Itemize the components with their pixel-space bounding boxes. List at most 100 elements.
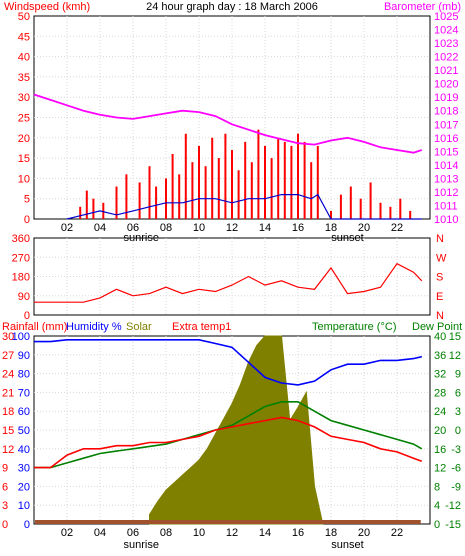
baro-y-tick: 1024: [434, 25, 458, 37]
baro-y-tick: 1022: [434, 52, 458, 64]
x-tick-label: 02: [61, 222, 73, 234]
humidity-y-tick: 30: [18, 463, 30, 475]
windspeed-label: Windspeed (kmh): [4, 1, 90, 13]
x-tick-label: 06: [127, 222, 139, 234]
baro-y-tick: 1011: [434, 200, 458, 212]
baro-y-tick: 1010: [434, 214, 458, 226]
x-tick-label: 12: [226, 222, 238, 234]
wind-y-tick: 10: [18, 173, 30, 185]
direction-line: [34, 262, 423, 303]
dew-y-tick: -9: [451, 481, 461, 493]
solar-label: Solar: [126, 321, 152, 333]
humidity-y-tick: 70: [18, 387, 30, 399]
x-tick-label: 08: [160, 222, 172, 234]
wind-y-tick: 0: [24, 214, 30, 226]
dew-y-tick: -12: [445, 500, 461, 512]
rain-y-tick: 0: [2, 519, 8, 531]
sunset-label: sunset: [331, 232, 363, 244]
x-tick-label: 06: [127, 527, 139, 539]
dew-y-tick: 6: [455, 387, 461, 399]
x-tick-label: 20: [358, 527, 370, 539]
temp-y-tick: 24: [434, 406, 446, 418]
dew-y-tick: 9: [455, 369, 461, 381]
temperature-label: Temperature (°C): [312, 321, 396, 333]
wind-y-tick: 40: [18, 52, 30, 64]
x-tick-label: 14: [259, 222, 271, 234]
sunrise-label: sunrise: [124, 539, 159, 551]
baro-y-tick: 1017: [434, 119, 458, 131]
compass-tick: N: [436, 310, 444, 322]
dir-y-tick: 90: [18, 291, 30, 303]
compass-tick: W: [436, 252, 447, 264]
rain-y-tick: 27: [2, 350, 14, 362]
humidity-y-tick: 90: [18, 350, 30, 362]
baro-y-tick: 1014: [434, 160, 458, 172]
dew-y-tick: 12: [449, 350, 461, 362]
dew-y-tick: -15: [445, 519, 461, 531]
dew-y-tick: 15: [449, 331, 461, 343]
x-tick-label: 10: [193, 527, 205, 539]
dew-y-tick: 3: [455, 406, 461, 418]
x-tick-label: 04: [94, 222, 106, 234]
sunrise-label: sunrise: [124, 232, 159, 244]
x-tick-label: 18: [325, 527, 337, 539]
dew-y-tick: 0: [455, 425, 461, 437]
x-tick-label: 10: [193, 222, 205, 234]
temp-y-tick: 0: [434, 519, 440, 531]
barometer-label: Barometer (mb): [384, 1, 461, 13]
temp-y-tick: 36: [434, 350, 446, 362]
chart-title: 24 hour graph day : 18 March 2006: [146, 1, 318, 13]
rain-bar: [35, 520, 421, 524]
baro-y-tick: 1018: [434, 106, 458, 118]
x-tick-label: 22: [391, 222, 403, 234]
temp-y-tick: 20: [434, 425, 446, 437]
wind-y-tick: 30: [18, 92, 30, 104]
compass-tick: N: [436, 233, 444, 245]
temp-y-tick: 32: [434, 369, 446, 381]
humidity-y-tick: 100: [12, 331, 30, 343]
gust-line: [66, 193, 422, 220]
temp-y-tick: 12: [434, 463, 446, 475]
dir-y-tick: 0: [24, 310, 30, 322]
rain-y-tick: 12: [2, 444, 14, 456]
x-tick-label: 02: [61, 527, 73, 539]
rain-y-tick: 6: [2, 481, 8, 493]
dir-y-tick: 270: [12, 252, 30, 264]
humidity-y-tick: 50: [18, 425, 30, 437]
temp-y-tick: 28: [434, 387, 446, 399]
rain-y-tick: 3: [2, 500, 8, 512]
temperature-line: [34, 400, 423, 469]
dew-point-label: Dew Point: [412, 321, 462, 333]
temp-y-tick: 8: [434, 481, 440, 493]
humidity-y-tick: 60: [18, 406, 30, 418]
dir-y-tick: 360: [12, 233, 30, 245]
compass-tick: E: [436, 291, 443, 303]
temp-y-tick: 40: [434, 331, 446, 343]
x-tick-label: 22: [391, 527, 403, 539]
x-tick-label: 18: [325, 222, 337, 234]
wind-y-tick: 25: [18, 113, 30, 125]
dew-y-tick: -3: [451, 444, 461, 456]
rainfall-label: Rainfall (mm): [2, 321, 67, 333]
baro-y-tick: 1012: [434, 187, 458, 199]
temp-y-tick: 16: [434, 444, 446, 456]
x-tick-label: 12: [226, 527, 238, 539]
humidity-y-tick: 0: [24, 519, 30, 531]
baro-y-tick: 1021: [434, 65, 458, 77]
wind-y-tick: 35: [18, 72, 30, 84]
wind-y-tick: 50: [18, 11, 30, 23]
humidity-y-tick: 10: [18, 500, 30, 512]
sunset-label: sunset: [331, 539, 363, 551]
humidity-y-tick: 20: [18, 481, 30, 493]
rain-y-tick: 24: [2, 369, 14, 381]
extra-temp-label: Extra temp1: [172, 321, 231, 333]
humidity-line: [34, 338, 422, 386]
x-tick-label: 16: [292, 222, 304, 234]
baro-y-tick: 1019: [434, 92, 458, 104]
rain-y-tick: 9: [2, 463, 8, 475]
baro-y-tick: 1025: [434, 11, 458, 23]
dew-y-tick: -6: [451, 463, 461, 475]
compass-tick: S: [436, 272, 443, 284]
